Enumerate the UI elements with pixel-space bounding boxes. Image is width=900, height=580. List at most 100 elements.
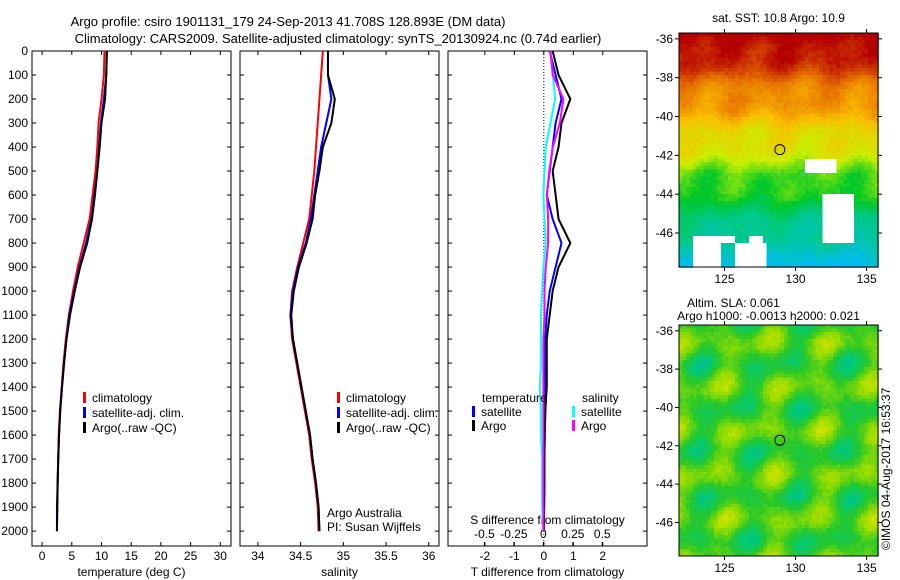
- map-cell: [714, 120, 718, 125]
- map-cell: [749, 250, 753, 254]
- map-cell: [763, 85, 767, 90]
- map-cell: [735, 92, 739, 97]
- map-cell: [819, 176, 823, 181]
- map-cell: [721, 260, 725, 265]
- map-cell: [871, 236, 876, 240]
- map-cell: [854, 183, 858, 188]
- series-line-salinity-Argo: [542, 50, 565, 532]
- map-cell: [798, 353, 802, 357]
- map-cell: [766, 190, 771, 195]
- map-cell: [693, 377, 697, 382]
- map-cell: [840, 113, 844, 118]
- map-cell: [707, 106, 711, 111]
- map-cell: [801, 218, 806, 223]
- map-cell: [875, 71, 879, 76]
- map-cell: [836, 353, 841, 357]
- map-cell: [833, 260, 837, 265]
- map-cell: [714, 99, 718, 104]
- map-cell: [689, 166, 694, 170]
- map-cell: [763, 152, 767, 156]
- map-cell: [773, 166, 778, 170]
- map-cell: [798, 106, 802, 111]
- map-cell: [868, 166, 872, 170]
- map-cell: [833, 145, 837, 149]
- map-cell: [798, 215, 802, 219]
- map-cell: [728, 145, 732, 149]
- map-cell: [826, 89, 830, 93]
- map-cell: [784, 36, 788, 41]
- map-cell: [742, 173, 746, 177]
- map-cell: [696, 148, 701, 153]
- map-cell: [770, 218, 774, 223]
- map-cell: [871, 40, 876, 44]
- map-cell: [868, 89, 872, 93]
- map-cell: [847, 201, 851, 205]
- map-cell: [700, 346, 704, 350]
- map-cell: [742, 117, 746, 121]
- map-cell: [875, 349, 879, 354]
- map-cell: [742, 208, 746, 212]
- map-cell: [686, 152, 690, 156]
- map-cell: [791, 106, 795, 111]
- map-cell: [763, 75, 767, 79]
- map-cell: [714, 215, 718, 219]
- map-cell: [822, 68, 827, 72]
- map-cell: [840, 363, 844, 368]
- map-cell: [728, 342, 732, 347]
- map-cell: [871, 173, 876, 177]
- map-cell: [833, 328, 837, 333]
- map-cell: [798, 194, 802, 198]
- map-cell: [700, 257, 704, 261]
- map-cell: [836, 215, 841, 219]
- map-cell: [787, 356, 792, 361]
- map-cell: [850, 260, 855, 265]
- map-cell: [871, 201, 876, 205]
- map-cell: [850, 85, 855, 90]
- map-cell: [710, 117, 715, 121]
- map-cell: [703, 218, 708, 223]
- map-cell: [850, 335, 855, 340]
- map-cell: [805, 120, 809, 125]
- map-cell: [749, 194, 753, 198]
- map-cell: [763, 57, 767, 62]
- series-line-Argo---raw--QC-: [290, 51, 336, 532]
- map-cell: [777, 339, 781, 343]
- x-tick-label: -1: [509, 549, 520, 563]
- map-cell: [815, 246, 820, 251]
- map-cell: [787, 218, 792, 223]
- x-tick-label: 125: [714, 272, 734, 286]
- map-cell: [689, 117, 694, 121]
- map-cell: [728, 134, 732, 139]
- map-cell: [808, 367, 813, 371]
- map-cell: [812, 356, 816, 361]
- map-cell: [721, 127, 725, 132]
- map-cell: [738, 117, 743, 121]
- map-cell: [707, 335, 711, 340]
- map-cell: [780, 117, 785, 121]
- map-cell: [728, 141, 732, 146]
- map-cell: [826, 85, 830, 90]
- map-cell: [696, 57, 701, 62]
- map-cell: [808, 89, 813, 93]
- map-cell: [784, 246, 788, 251]
- map-cell: [682, 166, 687, 170]
- map-cell: [875, 131, 879, 135]
- map-cell: [682, 33, 687, 37]
- map-cell: [875, 57, 879, 62]
- map-cell: [801, 71, 806, 76]
- map-cell: [731, 82, 736, 86]
- map-cell: [787, 106, 792, 111]
- map-cell: [731, 257, 736, 261]
- map-cell: [868, 134, 872, 139]
- map-cell: [717, 162, 722, 167]
- map-cell: [728, 106, 732, 111]
- map-cell: [815, 211, 820, 216]
- map-cell: [871, 152, 876, 156]
- map-cell: [864, 47, 869, 51]
- map-cell: [745, 85, 750, 90]
- map-cell: [787, 342, 792, 347]
- map-cell: [854, 166, 858, 170]
- map-cell: [707, 162, 711, 167]
- map-cell: [717, 260, 722, 265]
- map-cell: [759, 134, 764, 139]
